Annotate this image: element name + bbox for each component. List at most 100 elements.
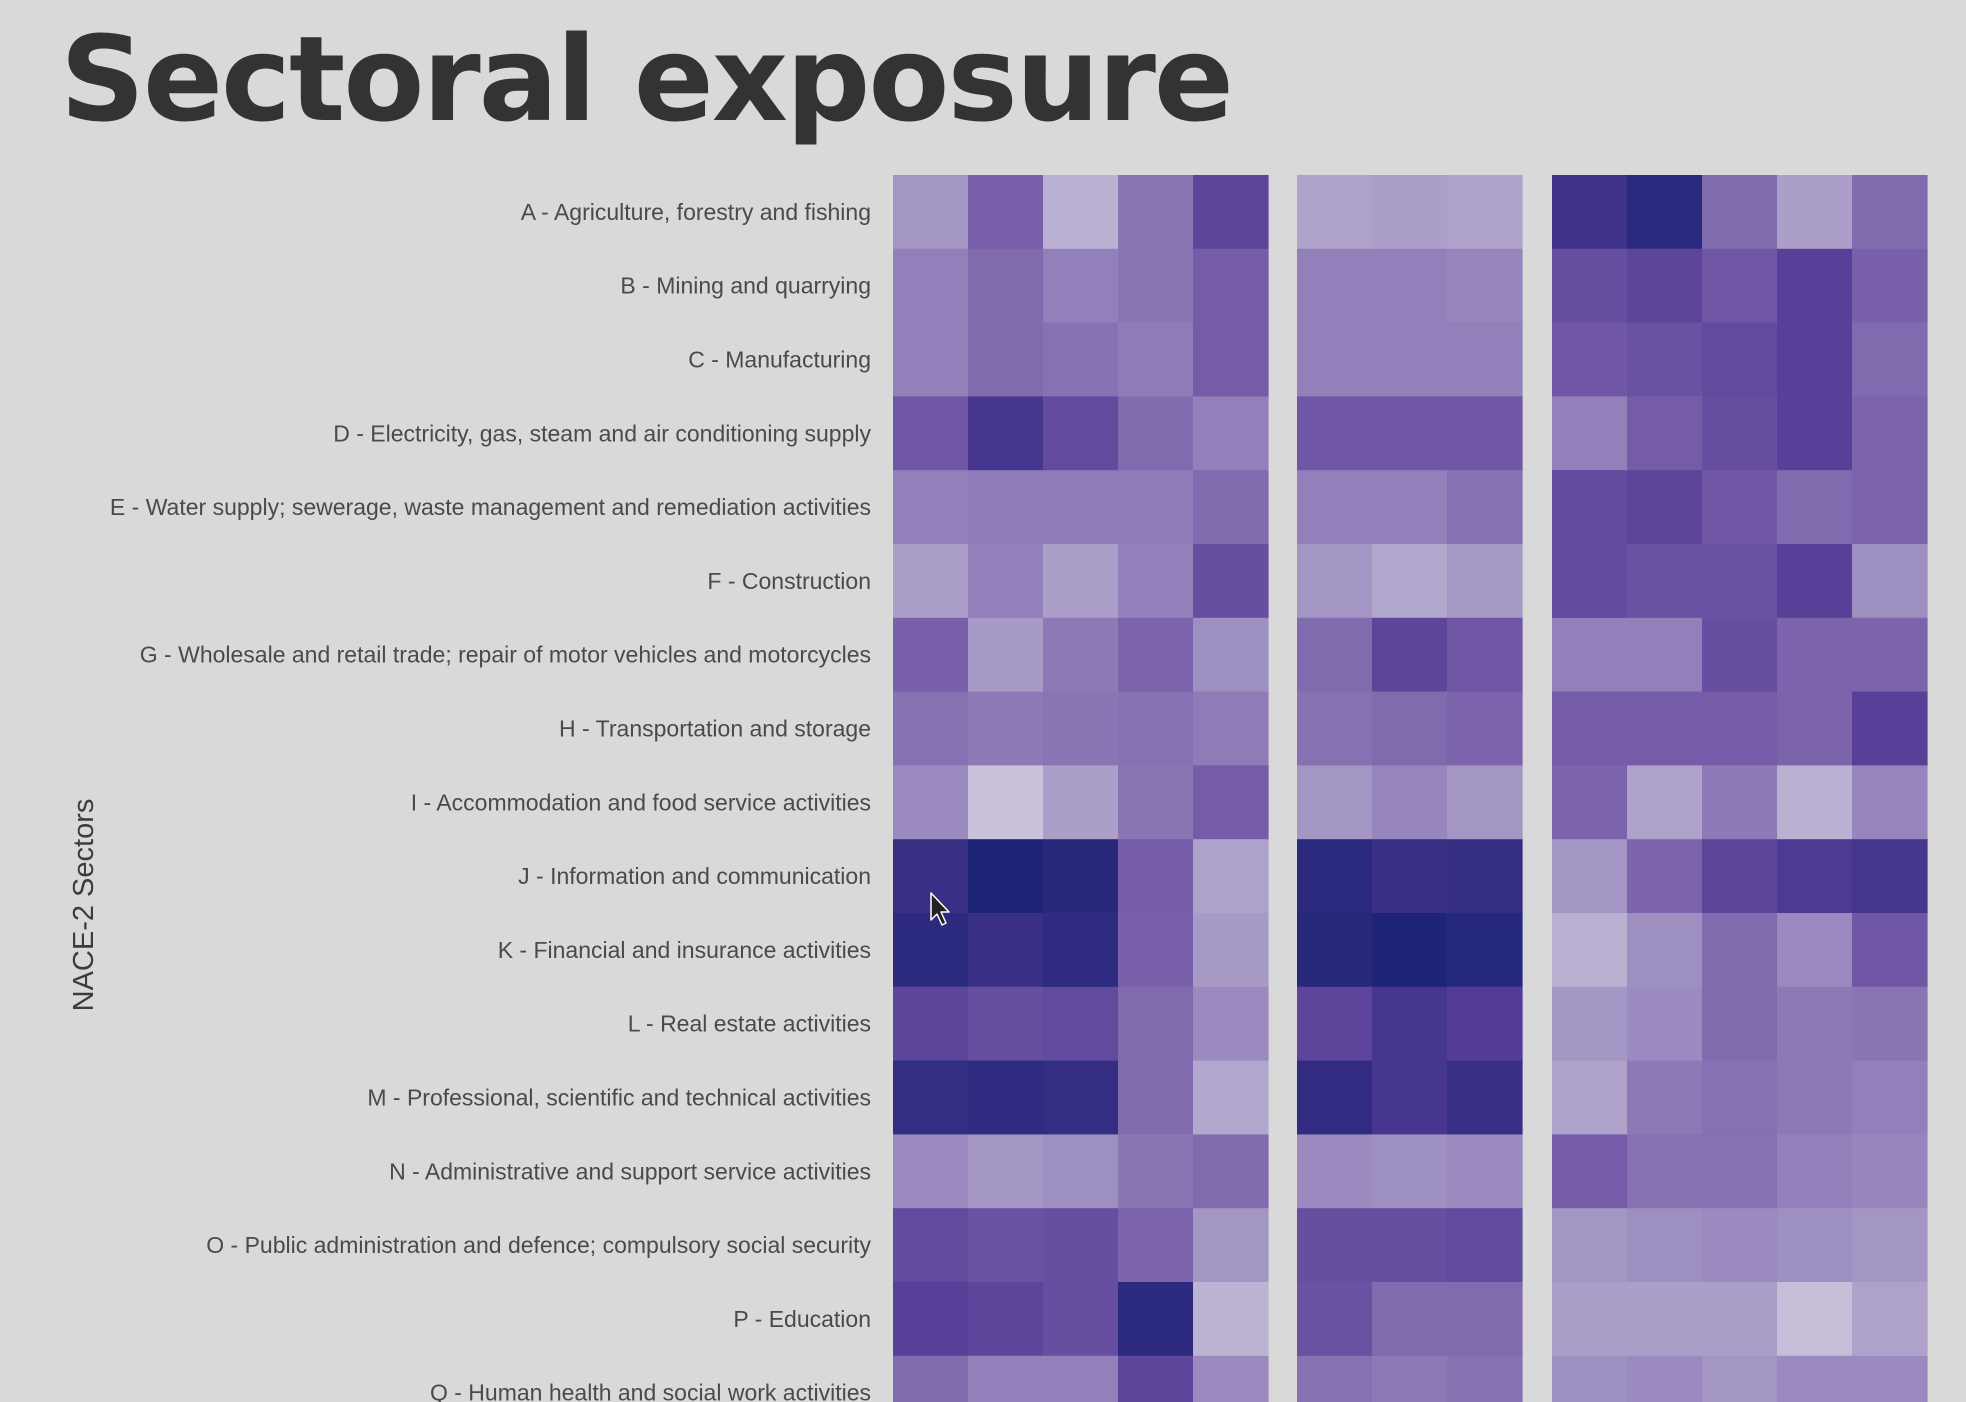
heatmap-cell	[1447, 765, 1523, 840]
heatmap-cell	[1627, 913, 1703, 988]
heatmap-cell	[1627, 1355, 1703, 1402]
heatmap-cell	[1627, 544, 1703, 619]
heatmap-cell	[1372, 765, 1448, 840]
heatmap-cell	[1043, 986, 1119, 1062]
heatmap-cell	[968, 248, 1044, 324]
heatmap-cell	[1193, 175, 1269, 250]
heatmap-cell	[1852, 1134, 1928, 1209]
heatmap-cell	[1043, 544, 1119, 619]
heatmap-cell	[1447, 1355, 1523, 1402]
heatmap-cell	[1777, 617, 1853, 693]
heatmap-cell	[1777, 175, 1853, 250]
heatmap-cell	[893, 1282, 969, 1357]
heatmap-cell	[1852, 691, 1928, 766]
heatmap-cell	[1118, 1355, 1194, 1402]
heatmap-cell	[1777, 1060, 1853, 1135]
heatmap-cell	[1552, 1208, 1628, 1283]
heatmap-cell	[1297, 248, 1373, 324]
mouse-cursor-icon	[930, 892, 950, 926]
heatmap-cell	[1193, 691, 1269, 766]
heatmap-cell	[1118, 839, 1194, 914]
heatmap-cell	[1777, 691, 1853, 766]
heatmap-cell	[1447, 1208, 1523, 1283]
heatmap-cell	[1297, 1208, 1373, 1283]
heatmap-cell	[1852, 1060, 1928, 1135]
heatmap-cell	[1118, 1134, 1194, 1209]
heatmap-cell	[1552, 691, 1628, 766]
heatmap-cell	[1627, 1208, 1703, 1283]
heatmap-cell	[1372, 986, 1448, 1062]
heatmap-cell	[1043, 248, 1119, 324]
heatmap-cell	[1193, 1134, 1269, 1209]
heatmap-cell	[1627, 839, 1703, 914]
heatmap-cell	[1447, 470, 1523, 545]
heatmap-cell	[1447, 986, 1523, 1062]
heatmap-cell	[1777, 765, 1853, 840]
heatmap-cell	[1372, 1355, 1448, 1402]
heatmap-cell	[1702, 1134, 1778, 1209]
heatmap-cell	[1702, 913, 1778, 988]
heatmap-cell	[1297, 322, 1373, 397]
y-axis-title: NACE-2 Sectors	[68, 799, 100, 1012]
row-label: A - Agriculture, forestry and fishing	[521, 199, 871, 225]
heatmap-cell	[1627, 1282, 1703, 1357]
heatmap-cell	[968, 175, 1044, 250]
heatmap-cell	[1702, 839, 1778, 914]
heatmap-cell	[1777, 1208, 1853, 1283]
heatmap-cell	[893, 1060, 969, 1135]
heatmap-cell	[1627, 175, 1703, 250]
heatmap-cell	[1852, 986, 1928, 1062]
heatmap-cell	[1447, 839, 1523, 914]
heatmap-cell	[893, 1208, 969, 1283]
heatmap-cell	[968, 986, 1044, 1062]
heatmap-cell	[893, 765, 969, 840]
heatmap-cell	[1372, 1208, 1448, 1283]
heatmap-cell	[1627, 322, 1703, 397]
heatmap-cell	[1702, 617, 1778, 693]
heatmap-cell	[1552, 396, 1628, 471]
heatmap-cell	[1193, 322, 1269, 397]
heatmap-cell	[1043, 765, 1119, 840]
heatmap-cell	[1297, 1282, 1373, 1357]
heatmap-cell	[1777, 1355, 1853, 1402]
heatmap-cell	[1702, 1208, 1778, 1283]
heatmap-cell	[1372, 913, 1448, 988]
row-labels: A - Agriculture, forestry and fishing B -…	[110, 199, 872, 1402]
heatmap-cell	[1852, 913, 1928, 988]
heatmap-cell	[1372, 839, 1448, 914]
heatmap-cell	[1777, 1282, 1853, 1357]
heatmap-cell	[1777, 322, 1853, 397]
heatmap-cell	[1118, 691, 1194, 766]
row-label: J - Information and communication	[518, 863, 871, 889]
heatmap-cell	[1852, 322, 1928, 397]
heatmap-cell	[1447, 617, 1523, 693]
heatmap-cell	[893, 248, 969, 324]
heatmap-cell	[1297, 1060, 1373, 1135]
row-label: Q - Human health and social work activit…	[430, 1380, 871, 1402]
heatmap-cell	[893, 322, 969, 397]
heatmap-cell	[1297, 470, 1373, 545]
heatmap-cell	[1777, 396, 1853, 471]
slide-title: Sectoral exposure	[60, 10, 1234, 148]
heatmap-cell	[1118, 1208, 1194, 1283]
heatmap-cell	[1777, 986, 1853, 1062]
heatmap-cell	[1043, 322, 1119, 397]
heatmap-cell	[1297, 839, 1373, 914]
heatmap-cell	[1447, 1134, 1523, 1209]
heatmap-cell	[968, 1060, 1044, 1135]
heatmap-cell	[1702, 544, 1778, 619]
heatmap-cell	[1372, 396, 1448, 471]
row-label: D - Electricity, gas, steam and air cond…	[333, 420, 871, 446]
heatmap-cell	[1297, 913, 1373, 988]
heatmap-cell	[1118, 617, 1194, 693]
heatmap-cell	[1193, 617, 1269, 693]
heatmap-cell	[893, 470, 969, 545]
heatmap-cell	[1777, 544, 1853, 619]
heatmap-cell	[968, 913, 1044, 988]
heatmap-cell	[1627, 1134, 1703, 1209]
heatmap-panel-2	[1297, 175, 1523, 1402]
heatmap-cell	[1193, 396, 1269, 471]
heatmap-panel-3	[1552, 175, 1928, 1402]
heatmap-cell	[1702, 1060, 1778, 1135]
